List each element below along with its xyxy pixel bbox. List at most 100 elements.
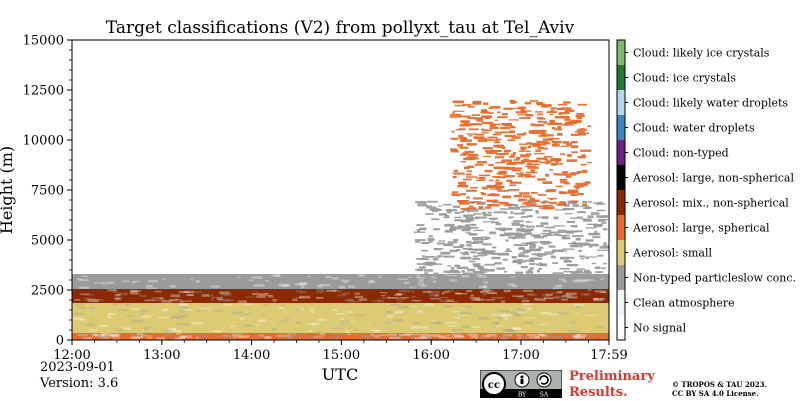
layer-5-speck bbox=[458, 181, 466, 185]
layer-5-speck bbox=[586, 161, 592, 164]
layer-2-speck bbox=[415, 300, 419, 303]
layer-2-speck bbox=[254, 291, 259, 293]
layer-4-speck bbox=[596, 209, 606, 212]
layer-5-speck bbox=[466, 207, 476, 210]
layer-4-speck bbox=[475, 216, 487, 219]
layer-4-speck bbox=[495, 227, 506, 230]
layer-5-speck bbox=[492, 176, 500, 178]
layer-0-speck bbox=[101, 333, 114, 336]
layer-4-speck bbox=[585, 271, 592, 274]
layer-5-speck bbox=[549, 169, 554, 171]
layer-0-speck bbox=[516, 334, 523, 337]
layer-5-speck bbox=[542, 138, 554, 141]
layer-5-speck bbox=[459, 115, 471, 118]
layer-2-speck bbox=[551, 292, 563, 294]
layer-4-speck bbox=[578, 250, 582, 252]
layer-3-speck bbox=[434, 278, 441, 281]
layer-1-speck bbox=[497, 316, 505, 319]
layer-3-speck bbox=[265, 280, 269, 282]
layer-4-speck bbox=[552, 262, 558, 264]
layer-4-speck bbox=[424, 272, 429, 274]
layer-3-speck bbox=[195, 280, 200, 283]
layer-5-speck bbox=[519, 174, 532, 177]
layer-4-speck bbox=[468, 233, 476, 236]
layer-2-speck bbox=[82, 294, 95, 296]
layer-4-speck bbox=[581, 218, 590, 220]
layer-3-speck bbox=[363, 277, 373, 280]
layer-3-speck bbox=[485, 277, 493, 279]
layer-4-speck bbox=[569, 244, 578, 248]
layer-3-speck bbox=[246, 279, 251, 282]
layer-1-speck bbox=[299, 308, 305, 311]
layer-1-speck bbox=[182, 308, 193, 311]
layer-5-speck bbox=[495, 139, 499, 142]
layer-4-speck bbox=[427, 238, 435, 241]
layer-3-speck bbox=[509, 276, 516, 278]
chart-title: Target classifications (V2) from pollyxt… bbox=[106, 18, 575, 38]
layer-0-speck bbox=[600, 335, 606, 339]
layer-4-speck bbox=[524, 232, 532, 235]
layer-5-speck bbox=[482, 186, 488, 190]
layer-5-speck bbox=[455, 129, 462, 131]
layer-4-speck bbox=[416, 229, 420, 232]
layer-0-speck bbox=[501, 334, 511, 337]
layer-5-speck bbox=[498, 173, 505, 175]
layer-3-speck bbox=[572, 285, 579, 288]
layer-1-speck bbox=[512, 327, 521, 330]
layer-4-speck bbox=[503, 212, 508, 214]
layer-4-speck bbox=[518, 236, 526, 239]
layer-4-speck bbox=[469, 210, 479, 212]
layer-3-speck bbox=[116, 274, 121, 277]
layer-2-speck bbox=[129, 291, 138, 294]
layer-5-speck bbox=[554, 116, 563, 119]
layer-5-speck bbox=[503, 149, 511, 153]
layer-0-speck bbox=[537, 334, 547, 336]
layer-1-speck bbox=[115, 328, 124, 331]
layer-4-speck bbox=[470, 242, 478, 245]
layer-4-speck bbox=[550, 255, 556, 259]
layer-3-speck bbox=[209, 275, 214, 278]
layer-1-speck bbox=[461, 305, 473, 308]
layer-4-speck bbox=[529, 258, 534, 261]
layer-2-speck bbox=[161, 300, 172, 303]
layer-1-speck bbox=[90, 319, 95, 321]
layer-5-speck bbox=[507, 204, 512, 207]
layer-5-speck bbox=[501, 146, 505, 149]
layer-1-speck bbox=[503, 317, 509, 320]
layer-0-speck bbox=[79, 336, 89, 340]
layer-0-speck bbox=[482, 334, 490, 338]
layer-4-speck bbox=[566, 264, 579, 267]
layer-5-speck bbox=[484, 206, 491, 209]
layer-2-speck bbox=[114, 294, 121, 297]
layer-3-speck bbox=[590, 277, 596, 280]
layer-1-speck bbox=[163, 309, 170, 312]
layer-3-speck bbox=[147, 280, 158, 283]
layer-3-speck bbox=[280, 278, 289, 280]
layer-2-speck bbox=[87, 299, 99, 303]
layer-2-speck bbox=[354, 295, 364, 299]
layer-0-speck bbox=[258, 334, 264, 337]
layer-4-speck bbox=[443, 255, 455, 258]
layer-4-speck bbox=[432, 262, 438, 265]
legend-label: No signal bbox=[633, 322, 687, 335]
layer-5-speck bbox=[466, 156, 478, 159]
layer-2-speck bbox=[299, 295, 311, 299]
layer-4-speck bbox=[438, 205, 443, 207]
layer-5-speck bbox=[557, 133, 563, 136]
layer-1-speck bbox=[412, 321, 420, 325]
layer-4-speck bbox=[521, 208, 533, 212]
layer-3-speck bbox=[483, 285, 487, 288]
layer-4-speck bbox=[499, 253, 508, 255]
layer-5-speck bbox=[475, 133, 485, 136]
layer-5-speck bbox=[458, 134, 464, 138]
layer-3-speck bbox=[368, 279, 375, 282]
layer-3 bbox=[72, 274, 609, 289]
layer-4-speck bbox=[539, 263, 548, 267]
layer-5-speck bbox=[519, 143, 529, 145]
layer-4-speck bbox=[576, 216, 583, 219]
layer-5-speck bbox=[459, 146, 469, 149]
layer-4-speck bbox=[583, 269, 591, 273]
layer-0-speck bbox=[387, 333, 397, 336]
layer-4-speck bbox=[519, 252, 528, 254]
layer-5-speck bbox=[497, 145, 502, 148]
